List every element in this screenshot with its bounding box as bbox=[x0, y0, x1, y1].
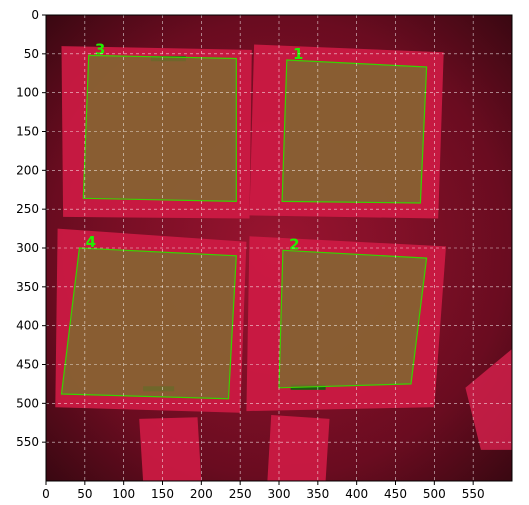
y-tick-label: 450 bbox=[16, 358, 39, 372]
y-tick-label: 300 bbox=[16, 241, 39, 255]
y-tick-label: 400 bbox=[16, 319, 39, 333]
y-tick-label: 150 bbox=[16, 125, 39, 139]
y-tick-label: 350 bbox=[16, 280, 39, 294]
x-tick-label: 400 bbox=[345, 487, 368, 501]
y-tick-label: 250 bbox=[16, 202, 39, 216]
y-axis: 0 50 100 150 200 250 300 350 400 450 500 550 bbox=[16, 8, 46, 449]
region-polygon-2 bbox=[278, 249, 428, 389]
x-tick-label: 500 bbox=[423, 487, 446, 501]
region-label-3: 3 bbox=[95, 40, 105, 58]
y-tick-label: 50 bbox=[24, 47, 39, 61]
y-tick-label: 100 bbox=[16, 86, 39, 100]
region-label-4: 4 bbox=[86, 233, 96, 251]
x-tick-label: 350 bbox=[306, 487, 329, 501]
x-tick-label: 450 bbox=[384, 487, 407, 501]
x-tick-label: 150 bbox=[151, 487, 174, 501]
x-tick-label: 100 bbox=[112, 487, 135, 501]
board-panel bbox=[465, 349, 512, 450]
region-polygon-4 bbox=[60, 247, 237, 400]
board-panel bbox=[139, 417, 202, 481]
y-tick-label: 200 bbox=[16, 163, 39, 177]
board-panel bbox=[267, 415, 330, 481]
x-tick-label: 250 bbox=[229, 487, 252, 501]
x-axis: 0 50 100 150 200 250 300 350 400 450 500 550 bbox=[42, 481, 485, 501]
region-polygon-3 bbox=[82, 54, 237, 203]
x-tick-label: 0 bbox=[42, 487, 50, 501]
x-tick-label: 200 bbox=[190, 487, 213, 501]
y-tick-label: 500 bbox=[16, 396, 39, 410]
y-tick-label: 550 bbox=[16, 435, 39, 449]
x-tick-label: 300 bbox=[268, 487, 291, 501]
y-tick-label: 0 bbox=[31, 8, 39, 22]
x-tick-label: 550 bbox=[462, 487, 485, 501]
x-tick-label: 50 bbox=[77, 487, 92, 501]
region-label-2: 2 bbox=[289, 235, 299, 253]
